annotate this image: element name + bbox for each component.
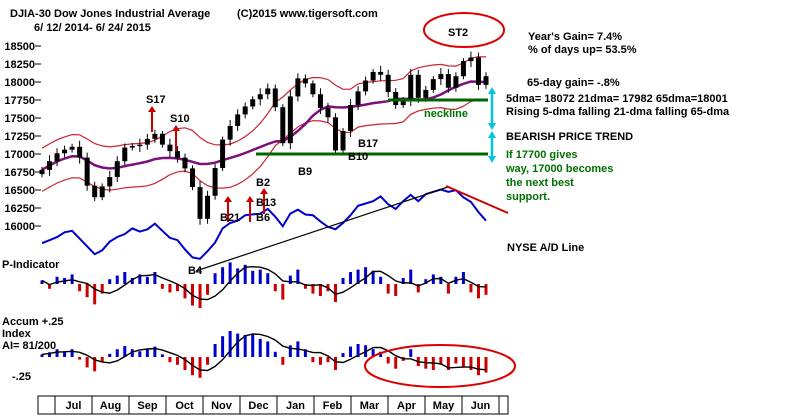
annotation-b21: B21 <box>220 212 240 224</box>
price-tick-label: 16750 <box>4 167 35 179</box>
buy-signal-arrows <box>148 106 268 222</box>
accum-ai-label: AI= 81/200 <box>2 340 57 352</box>
p-indicator-histogram <box>40 262 488 308</box>
month-label: Mar <box>360 400 380 412</box>
annotation-b4: B4 <box>188 265 203 277</box>
support-note: If 17700 gives way, 17000 becomes the ne… <box>506 149 614 203</box>
date-range: 6/ 12/ 2014- 6/ 24/ 2015 <box>34 22 151 34</box>
month-axis: Jul Aug Sep Oct Nov Dec Jan Feb Mar Apr May Jun <box>37 395 509 415</box>
price-tick-label: 16000 <box>4 221 35 233</box>
candlestick-series <box>39 51 489 225</box>
annotation-b10: B10 <box>348 151 368 163</box>
accum-bottom-label: -.25 <box>12 371 31 383</box>
price-tick-label: 18500 <box>4 41 35 53</box>
p-indicator-label: P-Indicator <box>2 259 60 271</box>
years-gain-stat: Year's Gain= 7.4% <box>528 31 623 43</box>
highlight-ellipses <box>364 12 516 388</box>
trendlines <box>195 185 509 272</box>
month-label: Nov <box>211 400 233 412</box>
price-tick-label: 17000 <box>4 149 35 161</box>
month-label: Jul <box>66 400 82 412</box>
price-tick-label: 16250 <box>4 203 35 215</box>
month-label: Aug <box>100 400 121 412</box>
gain-65day-stat: 65-day gain= -.8% <box>527 77 620 89</box>
dma-trend-stat: Rising 5-dma falling 21-dma falling 65-d… <box>506 106 730 118</box>
trend-label: BEARISH PRICE TREND <box>506 131 634 143</box>
annotation-b13: B13 <box>256 197 276 209</box>
price-tick-label: 18000 <box>4 77 35 89</box>
annotation-b17: B17 <box>358 138 378 150</box>
measure-arrows <box>488 87 496 163</box>
month-label: May <box>433 400 455 412</box>
month-label: Apr <box>397 400 417 412</box>
annotation-s17: S17 <box>146 94 166 106</box>
annotation-b2: B2 <box>256 177 270 189</box>
month-label: Feb <box>323 400 343 412</box>
annotation-b6: B6 <box>256 212 270 224</box>
highlight-ellipse-icon <box>364 344 516 388</box>
price-tick-label: 17750 <box>4 95 35 107</box>
price-tick-label: 18250 <box>4 59 35 71</box>
days-up-stat: % of days up= 53.5% <box>528 44 637 56</box>
highlight-ellipse-icon <box>423 12 505 48</box>
support-lines <box>256 98 488 156</box>
accum-index-histogram <box>40 331 488 378</box>
copyright-text: (C)2015 www.tigersoft.com <box>237 8 378 20</box>
month-label: Oct <box>175 400 194 412</box>
month-label: Dec <box>248 400 268 412</box>
chart-title: DJIA-30 Dow Jones Industrial Average <box>10 8 211 20</box>
price-bands <box>41 56 487 192</box>
price-tick-label: 17500 <box>4 113 35 125</box>
annotation-b9: B9 <box>298 166 312 178</box>
month-label: Sep <box>137 400 157 412</box>
accum-index-label: Index <box>2 328 31 340</box>
dma-values-stat: 5dma= 18072 21dma= 17982 65dma=18001 <box>506 93 728 105</box>
annotation-neckline: neckline <box>424 108 468 120</box>
accum-top-label: Accum +.25 <box>2 316 64 328</box>
annotation-st2: ST2 <box>448 27 468 39</box>
price-axis: 18500 18250 18000 17750 17500 17250 17000 16750… <box>4 41 41 233</box>
price-tick-label: 17250 <box>4 131 35 143</box>
month-label: Jun <box>471 400 491 412</box>
price-tick-label: 16500 <box>4 185 35 197</box>
annotation-s10: S10 <box>170 113 190 125</box>
month-label: Jan <box>286 400 305 412</box>
ad-line-label: NYSE A/D Line <box>507 242 585 254</box>
